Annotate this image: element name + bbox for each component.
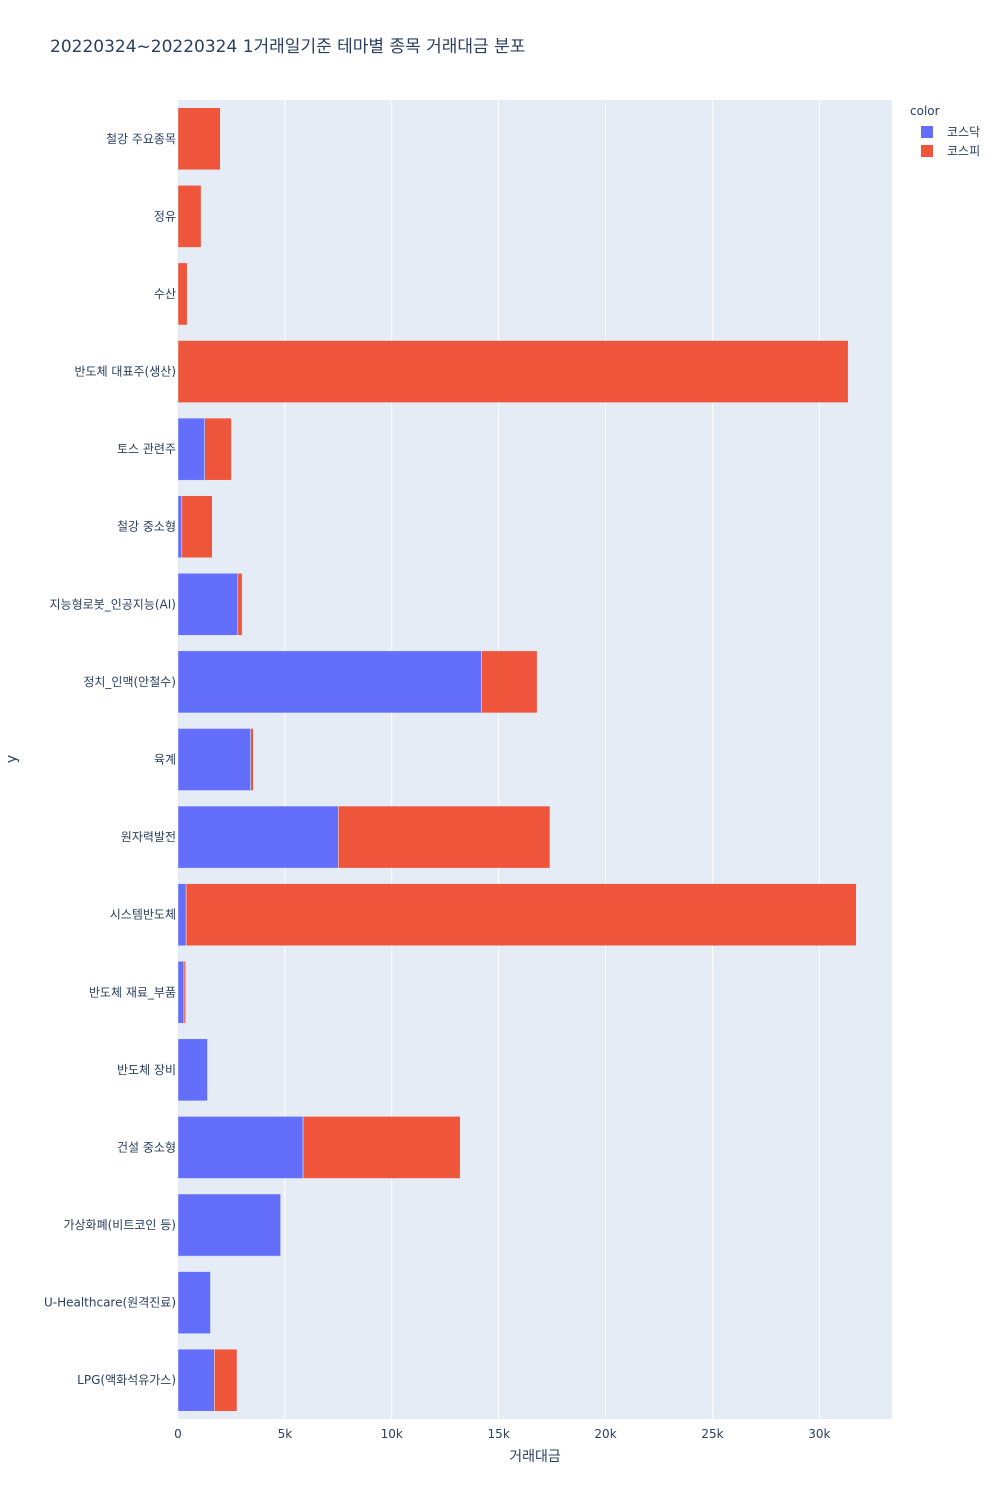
legend-title: color bbox=[910, 104, 940, 118]
y-tick-label: 철강 주요종목 bbox=[106, 132, 176, 146]
bar-kospi[interactable] bbox=[185, 883, 857, 946]
legend-swatch-kosdaq bbox=[921, 125, 933, 138]
bar-kospi[interactable] bbox=[177, 262, 188, 326]
bar-kosdaq[interactable] bbox=[177, 883, 187, 946]
y-tick-label: 시스템반도체 bbox=[110, 908, 176, 922]
plot-background bbox=[178, 100, 892, 1419]
x-tick-label: 30k bbox=[808, 1427, 830, 1441]
bar-kospi[interactable] bbox=[237, 573, 243, 636]
bar-kospi[interactable] bbox=[177, 340, 849, 403]
y-tick-label: 육계 bbox=[154, 753, 176, 767]
bar-kospi[interactable] bbox=[181, 495, 213, 559]
legend-label-kospi: 코스피 bbox=[947, 144, 981, 158]
bar-kosdaq[interactable] bbox=[177, 1116, 304, 1179]
y-tick-label: U-Healthcare(원격진료) bbox=[44, 1296, 176, 1310]
bar-kosdaq[interactable] bbox=[177, 417, 205, 481]
y-tick-label: 건설 중소형 bbox=[117, 1140, 176, 1154]
legend: color 코스닥 코스피 bbox=[910, 104, 980, 160]
y-tick-label: LPG(액화석유가스) bbox=[77, 1373, 176, 1387]
y-tick-label: 정유 bbox=[154, 209, 176, 223]
y-tick-label: 원자력발전 bbox=[121, 830, 176, 844]
bar-kosdaq[interactable] bbox=[177, 728, 251, 791]
y-tick-label: 반도체 재료_부품 bbox=[89, 985, 176, 999]
bar-kospi[interactable] bbox=[177, 107, 221, 171]
y-axis-title: y bbox=[4, 755, 20, 763]
bar-kosdaq[interactable] bbox=[177, 1193, 281, 1257]
bar-kospi[interactable] bbox=[214, 1348, 238, 1412]
y-tick-label: 정치_인맥(안철수) bbox=[83, 675, 176, 689]
bar-kospi[interactable] bbox=[177, 185, 202, 248]
legend-item-kosdaq[interactable]: 코스닥 bbox=[910, 122, 980, 141]
y-tick-label: 지능형로봇_인공지능(AI) bbox=[50, 597, 176, 611]
x-tick-label: 10k bbox=[381, 1427, 403, 1441]
bar-kospi[interactable] bbox=[204, 417, 232, 481]
y-tick-label: 가상화폐(비트코인 등) bbox=[63, 1218, 176, 1232]
y-tick-label: 반도체 장비 bbox=[117, 1063, 176, 1077]
x-tick-label: 15k bbox=[488, 1427, 510, 1441]
bar-kosdaq[interactable] bbox=[177, 805, 339, 869]
legend-item-kospi[interactable]: 코스피 bbox=[910, 141, 980, 160]
legend-label-kosdaq: 코스닥 bbox=[947, 125, 981, 139]
gridlines bbox=[284, 100, 820, 1419]
bar-kosdaq[interactable] bbox=[177, 1271, 211, 1334]
x-tick-label: 5k bbox=[278, 1427, 293, 1441]
bar-kosdaq[interactable] bbox=[177, 1038, 208, 1102]
legend-swatch-kospi bbox=[921, 144, 933, 157]
bar-kospi[interactable] bbox=[183, 960, 186, 1024]
y-tick-label: 반도체 대표주(생산) bbox=[75, 365, 177, 379]
bar-kosdaq[interactable] bbox=[177, 650, 482, 714]
bars[interactable] bbox=[177, 107, 857, 1412]
x-tick-labels: 0 5k 10k 15k 20k 25k 30k bbox=[174, 1427, 830, 1441]
bar-kospi[interactable] bbox=[481, 650, 538, 714]
y-tick-label: 토스 관련주 bbox=[117, 442, 176, 456]
bar-kospi[interactable] bbox=[302, 1116, 461, 1179]
bar-kosdaq[interactable] bbox=[177, 573, 239, 636]
y-tick-label: 철강 중소형 bbox=[117, 520, 176, 534]
bar-kosdaq[interactable] bbox=[177, 960, 185, 1024]
x-tick-label: 0 bbox=[174, 1427, 182, 1441]
bar-kospi[interactable] bbox=[338, 805, 551, 869]
bar-kospi[interactable] bbox=[250, 728, 254, 791]
bar-kosdaq[interactable] bbox=[177, 495, 183, 559]
bar-kosdaq[interactable] bbox=[177, 1348, 215, 1412]
x-tick-label: 20k bbox=[594, 1427, 616, 1441]
y-tick-label: 수산 bbox=[154, 287, 176, 301]
chart-title: 20220324~20220324 1거래일기준 테마별 종목 거래대금 분포 bbox=[50, 37, 526, 57]
x-axis-title: 거래대금 bbox=[509, 1449, 561, 1465]
x-tick-label: 25k bbox=[701, 1427, 723, 1441]
